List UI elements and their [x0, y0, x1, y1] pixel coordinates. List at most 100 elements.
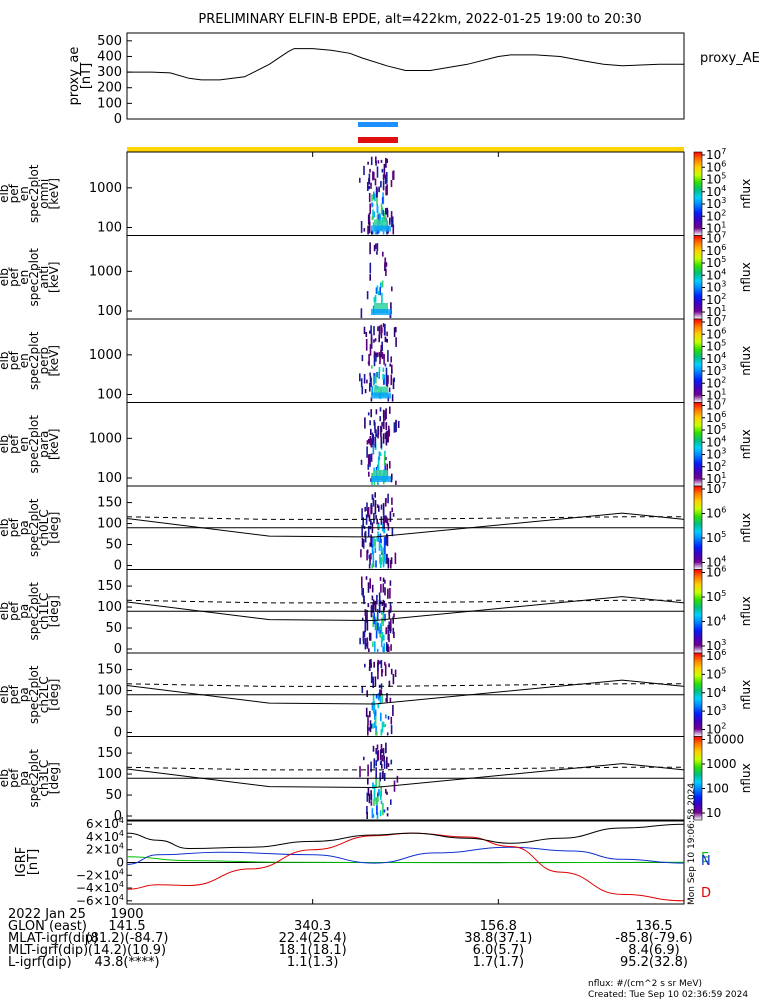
data-streak — [375, 409, 378, 415]
igrf-series-N — [126, 846, 685, 865]
data-streak — [376, 812, 379, 819]
figure-title: PRELIMINARY ELFIN-B EPDE, alt=422km, 202… — [198, 12, 641, 27]
data-streak — [377, 534, 380, 542]
data-streak — [367, 161, 369, 165]
data-streak — [370, 397, 373, 402]
data-streak — [359, 766, 361, 778]
data-streak — [378, 186, 380, 193]
panel-2: 1000100elbpefenspec2plotperp[keV]1071061… — [0, 314, 753, 403]
data-streak — [390, 211, 393, 222]
data-streak — [376, 352, 379, 358]
data-streak — [366, 446, 368, 458]
data-streak — [376, 243, 379, 252]
colorbar-label: nflux — [739, 596, 753, 626]
data-streak — [379, 416, 381, 422]
panel-data — [361, 659, 397, 736]
data-streak — [370, 182, 372, 189]
data-streak — [384, 724, 386, 728]
data-streak — [373, 211, 375, 218]
ephemeris-value: 136.5 — [635, 919, 672, 934]
data-streak — [382, 503, 385, 514]
data-streak — [372, 443, 375, 455]
data-streak — [363, 630, 366, 638]
panel-ylabel-line: spec2plot — [27, 665, 41, 724]
colorbar — [693, 569, 703, 654]
data-streak — [366, 637, 368, 643]
ytick-label: 50 — [105, 705, 122, 720]
data-streak — [365, 339, 368, 351]
data-streak — [374, 178, 377, 186]
data-streak — [369, 262, 372, 274]
data-streak — [370, 790, 372, 800]
ephemeris-value: 6.0(5.7) — [473, 943, 525, 958]
colorbar-tick-label: 106 — [706, 565, 726, 580]
data-streak — [389, 406, 391, 414]
igrf-ytick-label: −4×104 — [76, 880, 124, 895]
data-streak — [373, 512, 375, 524]
panel-ylabel-line: [deg] — [47, 762, 61, 794]
data-streak — [368, 514, 371, 522]
data-streak — [373, 536, 375, 548]
ytick-label: 1000 — [89, 348, 122, 363]
data-streak — [385, 374, 388, 386]
data-streak — [369, 454, 371, 463]
data-streak — [374, 641, 376, 652]
data-streak — [375, 373, 377, 384]
data-streak — [367, 454, 370, 465]
data-streak — [376, 285, 379, 294]
data-streak — [382, 174, 385, 181]
data-streak — [384, 174, 387, 185]
data-streak — [381, 668, 383, 677]
data-streak — [392, 616, 394, 624]
data-streak — [369, 578, 371, 589]
ytick-label: 100 — [97, 221, 122, 236]
data-streak — [383, 755, 385, 762]
data-streak — [385, 698, 387, 702]
data-streak — [376, 518, 378, 525]
data-streak — [366, 502, 368, 511]
data-streak — [366, 620, 369, 631]
panel-ylabel-line: [keV] — [47, 429, 61, 460]
data-streak — [385, 742, 387, 754]
data-streak — [371, 386, 373, 393]
data-streak — [387, 625, 390, 630]
data-streak — [387, 590, 389, 599]
data-streak — [384, 579, 386, 584]
data-streak — [366, 690, 368, 697]
data-streak — [370, 230, 373, 235]
data-streak — [371, 365, 373, 369]
data-streak — [382, 577, 385, 582]
data-streak — [364, 620, 367, 633]
colorbar-label: nflux — [739, 763, 753, 793]
data-streak — [361, 354, 364, 362]
panel-ylabel-line: elb — [0, 352, 11, 370]
colorbar-tick-label: 10000 — [706, 733, 744, 747]
panel-data — [359, 323, 397, 402]
data-streak — [372, 745, 375, 752]
panel-frame — [126, 151, 685, 236]
data-streak — [367, 582, 370, 593]
data-streak — [384, 214, 386, 220]
data-streak — [383, 772, 386, 781]
ytick-label: 0 — [114, 642, 122, 657]
data-streak — [371, 808, 374, 819]
data-streak — [385, 431, 388, 442]
data-streak — [377, 659, 379, 666]
ephemeris-value: 38.8(37.1) — [464, 931, 532, 946]
data-streak — [382, 803, 384, 816]
data-streak — [381, 280, 384, 288]
data-bright-cell — [374, 386, 388, 397]
ytick-label: 100 — [97, 767, 122, 782]
data-streak — [370, 534, 372, 547]
ytick-label: 50 — [105, 621, 122, 636]
data-streak — [373, 245, 376, 252]
colorbar-tick-label: 105 — [706, 666, 726, 681]
data-streak — [379, 696, 382, 705]
data-streak — [382, 770, 384, 779]
data-streak — [373, 479, 376, 485]
data-streak — [366, 549, 369, 554]
igrf-ytick-label: 2×104 — [86, 842, 124, 857]
data-streak — [381, 669, 384, 673]
data-streak — [361, 508, 363, 520]
